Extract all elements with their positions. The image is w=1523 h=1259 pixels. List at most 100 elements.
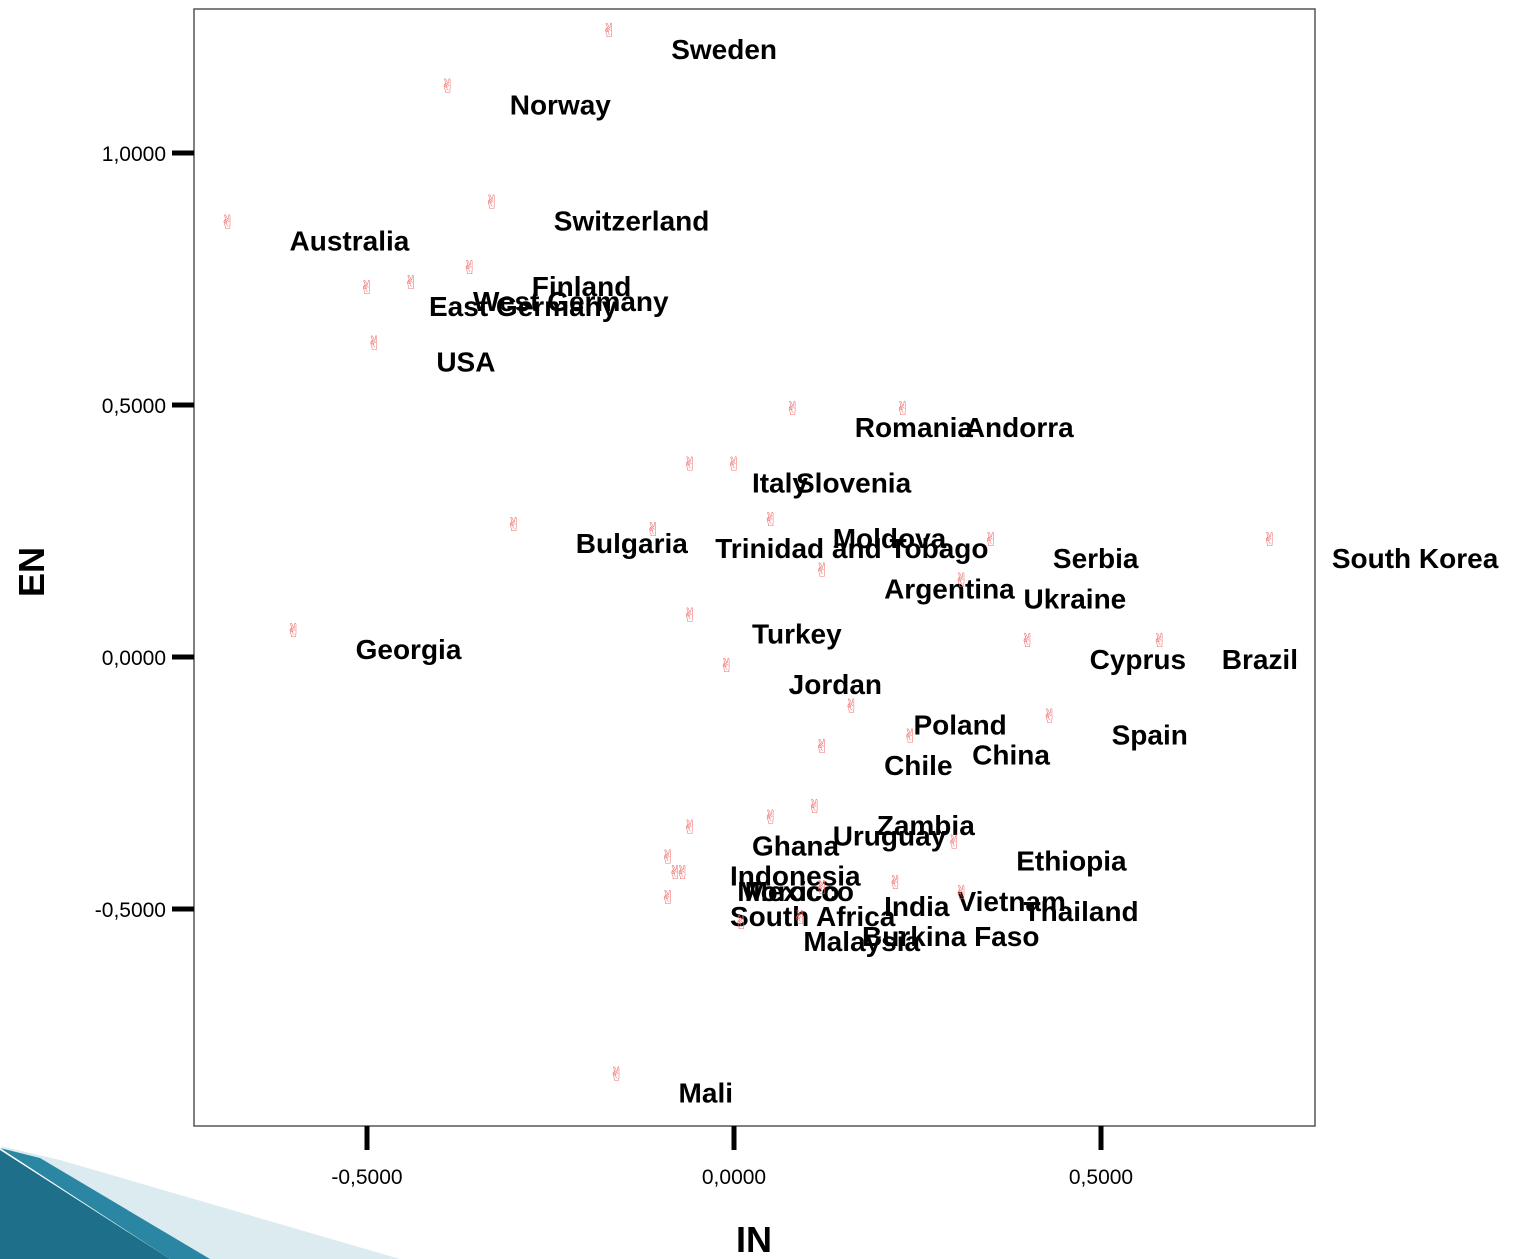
point-label: Vietnam (957, 886, 1065, 917)
x-axis: -0,5000 0,0000 0,5000 (331, 1126, 1133, 1189)
point-marker: ✌ (1020, 630, 1036, 652)
point-label: Ukraine (1024, 583, 1127, 614)
point-label: West Germany (473, 286, 669, 317)
x-tick-label: 0,0000 (702, 1166, 766, 1189)
data-point: ✌ Chile (814, 736, 952, 781)
data-point: ✌Argentina (814, 559, 1015, 604)
point-label: Australia (290, 226, 410, 257)
data-point: ✌ West Germany (403, 272, 669, 317)
point-marker: ✌ (946, 832, 962, 854)
point-marker: ✌ (682, 454, 698, 476)
data-point: ✌ Italy (682, 454, 808, 499)
data-point: ✌ China (902, 726, 1050, 771)
point-marker: ✌ (792, 907, 808, 929)
point-marker: ✌ (888, 872, 904, 894)
point-label: Chile (884, 750, 952, 781)
data-point: ✌ Ukraine (954, 569, 1127, 614)
y-tick-label: 1,0000 (102, 143, 166, 166)
data-point: ✌ Sweden (601, 20, 777, 65)
point-marker: ✌ (1152, 630, 1168, 652)
data-point: ✌ Thailand (954, 882, 1139, 927)
y-tick-label: -0,5000 (95, 899, 166, 922)
point-marker: ✌ (763, 509, 779, 531)
data-point: ✌Morocco (667, 862, 854, 907)
point-marker: ✌ (660, 847, 676, 869)
point-marker: ✌ (814, 877, 830, 899)
data-point: ✌ Poland (843, 695, 1006, 740)
point-marker: ✌ (506, 514, 522, 536)
point-label: Finland (532, 271, 632, 302)
point-marker: ✌ (902, 726, 918, 748)
point-marker: ✌ (814, 559, 830, 581)
point-marker: ✌ (667, 862, 683, 884)
point-marker: ✌ (609, 1063, 625, 1085)
point-marker: ✌ (484, 191, 500, 213)
data-point: ✌ Burkina Faso (792, 907, 1039, 952)
point-label: India (884, 891, 950, 922)
point-label: Turkey (752, 619, 842, 650)
data-point: ✌Vietnam (888, 872, 1066, 917)
data-point: ✌South Africa (660, 887, 896, 932)
point-label: Sweden (671, 34, 777, 65)
point-marker: ✌ (660, 887, 676, 909)
point-label: Indonesia (730, 861, 861, 892)
point-marker: ✌ (954, 882, 970, 904)
point-label: Bulgaria (576, 528, 688, 559)
point-marker: ✌ (785, 398, 801, 420)
point-label: Spain (1112, 720, 1188, 751)
data-point: ✌ Jordan (719, 655, 882, 700)
data-point: ✌Romania (785, 398, 974, 443)
data-point: ✌ USA (366, 333, 495, 378)
point-marker: ✌ (682, 816, 698, 838)
point-marker: ✌ (359, 277, 375, 299)
data-point: ✌ Ethiopia (946, 832, 1127, 877)
point-marker: ✌ (726, 454, 742, 476)
y-tick-label: 0,0000 (102, 647, 166, 670)
point-label: Burkina Faso (862, 921, 1039, 952)
data-point: ✌ Bulgaria (506, 514, 688, 559)
point-label: Malaysia (803, 926, 920, 957)
point-label: Slovenia (796, 468, 912, 499)
point-label: Andorra (965, 412, 1074, 443)
point-marker: ✌ (763, 806, 779, 828)
x-tick-label: 0,5000 (1069, 1166, 1133, 1189)
y-tick-label: 0,5000 (102, 395, 166, 418)
point-label: Moldova (833, 523, 947, 554)
point-marker: ✌ (462, 257, 478, 279)
point-label: Mali (679, 1077, 733, 1108)
point-label: South Africa (730, 901, 896, 932)
point-label: Cyprus (1090, 644, 1186, 675)
point-marker: ✌ (843, 695, 859, 717)
point-marker: ✌ (682, 605, 698, 627)
point-marker: ✌ (286, 620, 302, 642)
point-label: East Germany (429, 291, 618, 322)
data-point: ✌ Ghana (682, 816, 840, 861)
point-label: Italy (752, 468, 808, 499)
point-label: Thailand (1024, 896, 1139, 927)
data-point: ✌ Georgia (286, 620, 462, 665)
points-layer: ✌ Sweden ✌ Norway ✌ Switzerland ✌ Australia ✌ Fin… (220, 20, 1499, 1108)
point-marker: ✌ (601, 20, 617, 42)
point-marker: ✌ (895, 398, 911, 420)
point-label: South Korea (1332, 543, 1499, 574)
data-point: ✌ Turkey (682, 605, 842, 650)
point-marker: ✌ (733, 912, 749, 934)
x-axis-title: IN (736, 1219, 772, 1259)
point-label: Ethiopia (1016, 846, 1127, 877)
data-point: ✌ Spain (1042, 706, 1188, 751)
decorative-swoosh-light (0, 1146, 400, 1259)
data-point: ✌ India (814, 877, 950, 922)
point-label: Uruguay (833, 820, 947, 851)
decorative-swoosh-band (0, 1148, 210, 1259)
point-marker: ✌ (719, 655, 735, 677)
point-marker: ✌ (814, 736, 830, 758)
plot-frame (193, 8, 1316, 1127)
data-point: ✌ Australia (220, 212, 410, 257)
decorative-swoosh (0, 1150, 170, 1259)
point-marker: ✌ (954, 569, 970, 591)
point-label: Norway (510, 90, 612, 121)
point-marker: ✌ (807, 796, 823, 818)
point-label: Georgia (356, 634, 462, 665)
x-tick-label: -0,5000 (331, 1166, 402, 1189)
